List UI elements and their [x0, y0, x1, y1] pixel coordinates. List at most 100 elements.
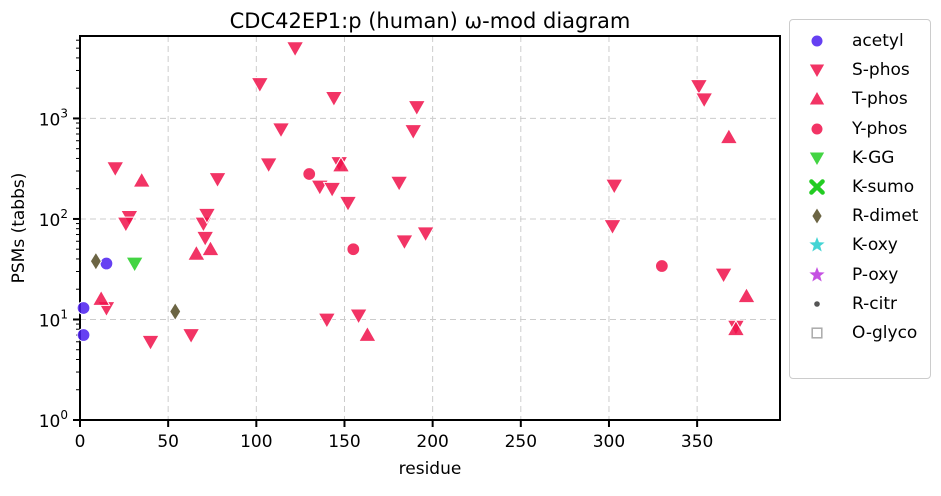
legend-label: Y-phos: [852, 118, 908, 139]
x-tick-label: 350: [681, 432, 713, 452]
y-tick-label: 103: [39, 106, 68, 130]
point-t-phos: [132, 171, 152, 188]
legend-symbol: [808, 90, 826, 106]
legend-item: K-sumo: [790, 172, 932, 201]
point-y-phos: [346, 242, 361, 257]
marks-layer: [76, 41, 756, 352]
point-s-phos: [141, 334, 160, 352]
point-acetyl: [76, 301, 91, 315]
point-r-dimet: [89, 251, 102, 272]
point-s-phos: [181, 328, 201, 345]
legend-marker: [814, 300, 820, 307]
legend-item: K-oxy: [790, 230, 932, 259]
x-tick-label: 50: [157, 432, 179, 452]
legend-symbol: [811, 206, 823, 226]
plot-frame: [79, 35, 781, 421]
point-s-phos: [395, 234, 414, 251]
point-t-phos: [726, 319, 746, 337]
legend-item: P-oxy: [790, 260, 932, 289]
point-s-phos: [285, 41, 305, 58]
x-tick-label: 150: [328, 432, 360, 452]
legend-label: acetyl: [852, 31, 904, 51]
y-tick-label: 100: [39, 408, 68, 432]
point-t-phos: [719, 127, 739, 145]
point-s-phos: [604, 178, 624, 196]
x-tick-label: 300: [593, 432, 625, 452]
point-s-phos: [714, 267, 733, 285]
point-t-phos: [331, 156, 351, 173]
point-s-phos: [197, 207, 217, 225]
point-s-phos: [324, 91, 344, 108]
point-s-phos: [271, 122, 291, 139]
point-s-phos: [694, 92, 714, 109]
axes-layer: 0 50 100 150 200 250 300 350 100 101 102 103: [39, 39, 713, 452]
legend-item: acetyl: [790, 26, 932, 55]
legend-label: K-oxy: [852, 235, 898, 256]
point-s-phos: [317, 312, 337, 329]
legend-marker: [810, 122, 824, 136]
legend-symbol: [811, 327, 823, 339]
point-k-gg: [125, 256, 145, 274]
point-s-phos: [689, 79, 709, 96]
legend-label: O-glyco: [852, 323, 918, 343]
legend-symbol: [809, 266, 825, 282]
legend-symbol: [808, 151, 826, 167]
legend-label: K-sumo: [852, 177, 915, 197]
point-s-phos: [407, 100, 427, 117]
legend-label: P-oxy: [852, 264, 899, 285]
legend-symbol: [810, 34, 824, 48]
point-t-phos: [201, 239, 220, 257]
x-tick-label: 0: [75, 432, 86, 452]
legend-item: S-phos: [790, 55, 932, 84]
point-r-dimet: [169, 301, 182, 322]
point-s-phos: [603, 219, 622, 236]
point-s-phos: [195, 230, 215, 248]
legend-label: R-dimet: [852, 206, 919, 227]
point-s-phos: [250, 77, 270, 94]
legend-marker: [811, 327, 823, 339]
point-t-phos: [737, 286, 756, 304]
point-acetyl: [99, 256, 114, 271]
point-acetyl: [76, 328, 91, 342]
legend-marker: [808, 151, 826, 167]
point-s-phos: [349, 308, 368, 325]
legend-symbol: [808, 63, 826, 80]
point-s-phos: [322, 181, 342, 199]
x-tick-label: 200: [416, 432, 448, 452]
x-axis-label: residue: [399, 459, 462, 479]
legend: acetyl S-phos T-phos Y-phos K-GG K-sumo R-dime…: [789, 19, 931, 379]
legend-marker: [810, 34, 824, 48]
legend-marker: [808, 63, 826, 80]
point-s-phos: [208, 172, 227, 189]
legend-symbol: [809, 237, 825, 252]
y-tick-label: 102: [39, 207, 68, 231]
legend-marker: [809, 266, 825, 282]
point-s-phos: [403, 124, 423, 141]
chart-title: CDC42EP1:p (human) ω-mod diagram: [230, 9, 631, 33]
legend-marker: [808, 90, 826, 106]
point-t-phos: [358, 325, 377, 342]
legend-label: K-GG: [852, 147, 895, 168]
legend-item: O-glyco: [790, 318, 932, 347]
point-y-phos: [302, 167, 317, 181]
legend-symbol: [814, 300, 820, 307]
legend-marker: [809, 237, 825, 252]
legend-item: K-GG: [790, 143, 932, 172]
legend-item: T-phos: [790, 84, 932, 113]
legend-label: S-phos: [852, 60, 910, 81]
point-s-phos: [338, 195, 358, 213]
legend-symbol: [809, 179, 825, 195]
point-t-phos: [187, 244, 206, 261]
legend-label: T-phos: [852, 89, 908, 110]
legend-label: R-citr: [852, 293, 897, 314]
point-s-phos: [389, 175, 409, 193]
legend-item: Y-phos: [790, 114, 932, 143]
point-s-phos: [416, 226, 435, 243]
legend-item: R-citr: [790, 289, 932, 318]
legend-marker: [811, 206, 823, 226]
y-axis-label: PSMs (tabbs): [9, 173, 29, 284]
point-s-phos: [259, 157, 279, 174]
legend-item: R-dimet: [790, 201, 932, 230]
